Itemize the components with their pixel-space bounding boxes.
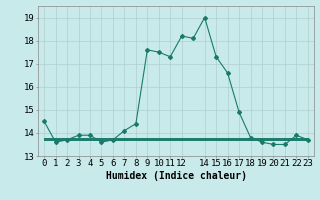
X-axis label: Humidex (Indice chaleur): Humidex (Indice chaleur) (106, 171, 246, 181)
